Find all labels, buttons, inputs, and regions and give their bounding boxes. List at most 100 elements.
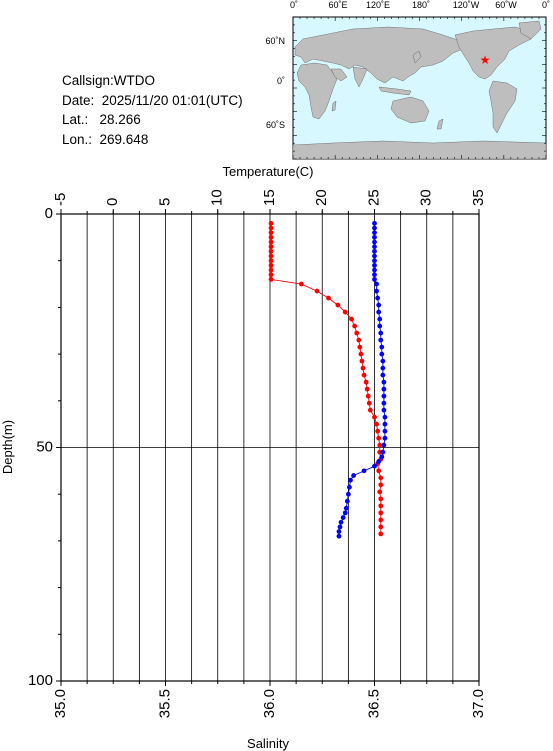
station-info: Callsign:WTDO Date: 2025/11/20 01:01(UTC… xyxy=(62,71,243,149)
temperature-data-point xyxy=(378,524,384,530)
temperature-data-point xyxy=(367,407,373,413)
temperature-profile-line xyxy=(270,223,382,534)
salinity-data-point xyxy=(376,459,382,464)
land-india xyxy=(352,66,368,88)
temperature-tick-label: -5 xyxy=(52,193,69,206)
temperature-data-point xyxy=(268,230,274,236)
salinity-data-point xyxy=(340,515,346,520)
salinity-data-point xyxy=(372,267,377,273)
temperature-data-point xyxy=(372,414,377,420)
salinity-data-point xyxy=(372,253,377,259)
longitude-text: Lon.: 269.648 xyxy=(62,131,149,147)
salinity-data-point xyxy=(376,309,382,315)
salinity-data-point xyxy=(379,344,385,350)
land-africa xyxy=(296,62,338,120)
salinity-data-point xyxy=(336,533,342,539)
temperature-data-point xyxy=(375,428,381,434)
temperature-data-point xyxy=(376,435,382,441)
map-top-tick-5: 60˚W xyxy=(495,0,517,10)
salinity-data-point xyxy=(372,230,377,236)
temperature-tick-label: 15 xyxy=(261,189,278,206)
salinity-data-point xyxy=(381,407,387,413)
temperature-data-point xyxy=(378,482,384,488)
temperature-tick-labels: -5 0 5 10 15 20 25 30 35 xyxy=(52,189,487,214)
temperature-data-point xyxy=(366,400,372,406)
salinity-profile-line xyxy=(338,223,386,537)
plot-frame xyxy=(60,213,480,682)
temperature-data-point xyxy=(268,253,274,259)
temperature-data-point xyxy=(378,510,384,516)
map-frame-ticks xyxy=(292,16,547,160)
map-top-tick-6: 0˚ xyxy=(542,0,550,10)
salinity-data-point xyxy=(382,421,388,427)
temperature-data-point xyxy=(363,379,369,385)
salinity-data-point xyxy=(345,491,351,497)
land-australia xyxy=(390,96,430,124)
temperature-tick-label: 30 xyxy=(418,189,435,206)
temperature-data-point xyxy=(361,372,367,378)
temperature-data-point xyxy=(326,295,331,301)
temperature-data-point xyxy=(268,258,274,264)
salinity-tick-label: 36.5 xyxy=(365,689,382,718)
salinity-data-point xyxy=(372,262,377,268)
depth-tick-label: 100 xyxy=(28,672,53,689)
temperature-data-point xyxy=(356,337,362,343)
temperature-data-point xyxy=(354,330,360,336)
salinity-data-point xyxy=(376,302,382,308)
salinity-data-point xyxy=(372,225,377,231)
station-marker-star-icon: ★ xyxy=(480,53,491,67)
salinity-data-point xyxy=(372,239,377,245)
salinity-data-point xyxy=(342,510,348,516)
land-south-america xyxy=(488,80,518,134)
salinity-data-point xyxy=(372,272,377,278)
temperature-data-point xyxy=(268,276,274,282)
temperature-data-point xyxy=(376,468,382,474)
salinity-data-point xyxy=(379,351,385,357)
salinity-data-point xyxy=(344,498,350,504)
land-new-zealand xyxy=(436,118,444,130)
salinity-tick-labels: 35.0 35.5 36.0 36.5 37.0 xyxy=(52,681,487,718)
temperature-data-point xyxy=(268,225,274,231)
temperature-data-point xyxy=(365,393,371,399)
temperature-tick-label: 10 xyxy=(209,189,226,206)
salinity-data-point xyxy=(372,244,377,250)
temperature-data-point xyxy=(268,239,274,245)
map-top-tick-0: 0˚ xyxy=(290,0,298,10)
callsign-text: Callsign:WTDO xyxy=(62,73,156,88)
temperature-data-point xyxy=(268,244,274,250)
world-map: 0˚ 60˚E 120˚E 180˚ 120˚W 60˚W 0˚ 60˚N 0˚… xyxy=(265,0,550,160)
salinity-tick-label: 35.5 xyxy=(156,689,173,718)
salinity-data-point xyxy=(382,428,388,434)
salinity-data-point xyxy=(372,258,377,264)
salinity-data-point xyxy=(338,519,344,525)
temperature-data-point xyxy=(378,503,384,509)
salinity-data-point xyxy=(347,484,352,490)
salinity-data-point xyxy=(382,414,388,420)
salinity-data-point xyxy=(381,442,387,448)
map-left-tick-1: 0˚ xyxy=(277,76,285,86)
salinity-data-point xyxy=(348,477,353,483)
map-left-tick-0: 60˚N xyxy=(265,36,285,46)
temperature-axis-title: Temperature(C) xyxy=(222,164,313,179)
salinity-axis-title: Salinity xyxy=(247,736,289,751)
salinity-data-point xyxy=(381,393,387,399)
temperature-data-point xyxy=(378,517,384,523)
temperature-data-point xyxy=(268,267,274,273)
latitude-text: Lat.: 28.266 xyxy=(62,112,141,127)
temperature-data-point xyxy=(349,316,354,322)
salinity-data-point xyxy=(378,330,384,336)
temperature-data-point xyxy=(378,475,384,481)
land-eurasia xyxy=(294,26,464,84)
salinity-data-point xyxy=(380,358,386,364)
temperature-data-point xyxy=(364,386,370,392)
map-top-tick-1: 60˚E xyxy=(328,0,347,10)
temperature-data-point xyxy=(378,531,384,537)
salinity-data-point xyxy=(372,276,377,282)
profile-chart: Temperature(C) Salinity Depth(m) -5 0 5 10 1… xyxy=(0,164,487,751)
map-top-tick-3: 180˚ xyxy=(412,0,430,10)
temperature-data-point xyxy=(377,489,383,495)
salinity-data-point xyxy=(382,435,388,441)
temperature-data-point xyxy=(352,323,358,329)
salinity-data-point xyxy=(374,288,379,294)
salinity-data-point xyxy=(380,365,386,371)
